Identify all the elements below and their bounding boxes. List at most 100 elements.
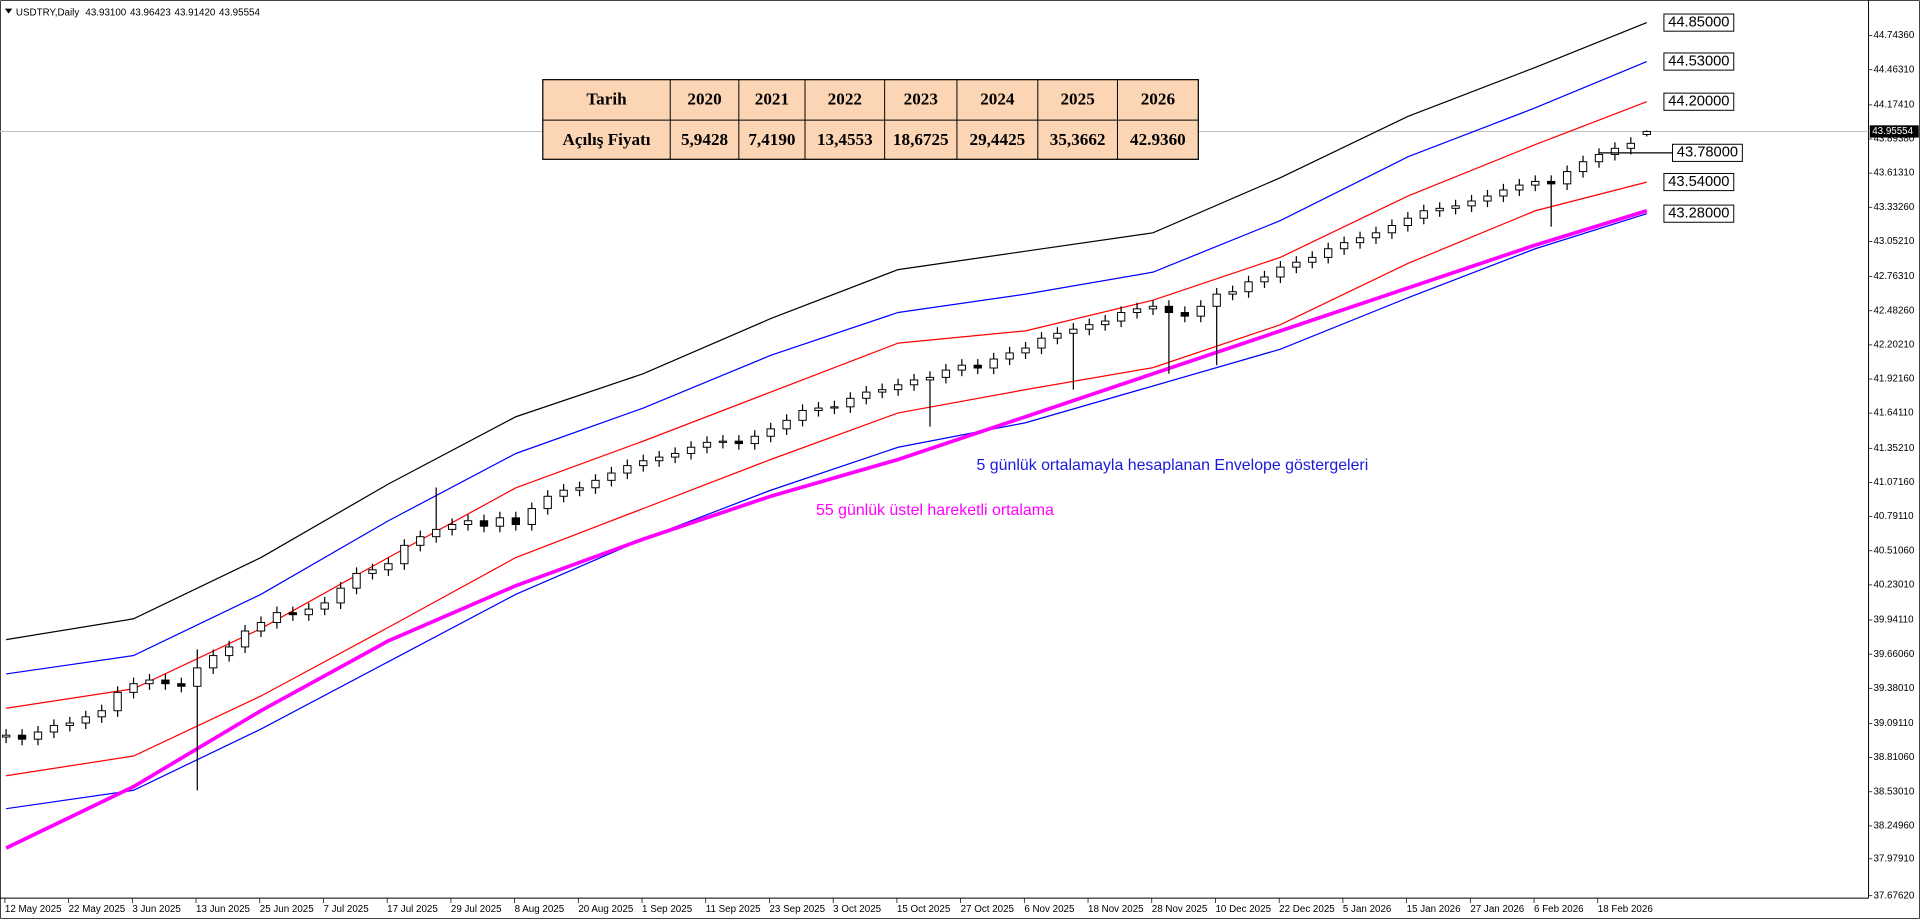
y-tick-label: 40.79110 (1873, 511, 1914, 522)
candle-body (1610, 147, 1620, 155)
candle-body (495, 517, 505, 527)
candle-body (941, 369, 951, 378)
x-tick-label: 18 Nov 2025 (1088, 904, 1144, 915)
table-cell: 7,4190 (748, 130, 795, 149)
table-cell: 13,4553 (817, 130, 873, 149)
candle-body (1594, 153, 1604, 163)
indicator-line (6, 181, 1647, 777)
candle-body (65, 722, 75, 726)
line-end-box (1663, 172, 1735, 192)
x-tick-label: 13 Jun 2025 (196, 904, 250, 915)
candle-body (1260, 276, 1269, 283)
x-tick-label: 29 Jul 2025 (451, 904, 502, 915)
candle-body (1308, 256, 1317, 263)
candle-body (702, 441, 712, 448)
indicator-line (6, 21, 1647, 641)
candle-body (81, 716, 90, 724)
ohlc-value: 43.95554 (219, 7, 260, 18)
candle-body (1292, 261, 1301, 268)
line-end-box (1663, 204, 1735, 223)
last-price-box (1869, 125, 1919, 138)
table-cell: 18,6725 (893, 130, 949, 149)
candle-body (734, 440, 744, 445)
y-tick-label: 39.38010 (1873, 683, 1914, 694)
x-tick-label: 22 May 2025 (69, 904, 126, 915)
candle-body (1212, 293, 1221, 307)
candle-body (416, 536, 425, 546)
line-end-box (1663, 52, 1735, 71)
indicator-line (6, 213, 1647, 810)
candle-body (1021, 347, 1030, 354)
candle-body (209, 655, 218, 669)
table-header: 2021 (755, 89, 789, 108)
y-tick-label: 38.81060 (1873, 752, 1914, 763)
level-box (1672, 143, 1743, 162)
annotation: 55 günlük üstel hareketli ortalama (816, 502, 1054, 519)
candle-body (384, 563, 393, 571)
y-tick-label: 41.07160 (1873, 477, 1914, 488)
candle-body (129, 683, 138, 693)
x-tick-label: 22 Dec 2025 (1279, 904, 1335, 915)
x-tick-label: 5 Jan 2026 (1343, 904, 1392, 915)
candle-body (766, 428, 775, 437)
candle-body (161, 679, 170, 685)
y-tick-label: 44.46310 (1873, 64, 1914, 75)
indicator-line (6, 101, 1647, 709)
candle-body (1005, 352, 1014, 360)
candle-body (1642, 130, 1651, 135)
candle-body (320, 602, 329, 610)
candle-body (113, 691, 122, 712)
candle-body (1116, 312, 1126, 322)
candle-body (447, 524, 457, 530)
x-tick-label: 28 Nov 2025 (1152, 904, 1208, 915)
y-tick-label: 42.48260 (1873, 305, 1914, 316)
candle-body (686, 446, 696, 454)
candle-body (1164, 305, 1174, 313)
level-label: 43.78000 (1677, 145, 1738, 161)
candle-body (718, 440, 728, 443)
candle-body (463, 520, 473, 526)
x-tick-label: 3 Oct 2025 (833, 904, 881, 915)
candle-body (1228, 291, 1237, 295)
candle-body (1324, 248, 1333, 258)
candle-body (272, 612, 282, 623)
table-header: 2023 (904, 89, 938, 108)
candle-body (1132, 308, 1142, 313)
y-tick-label: 40.23010 (1873, 579, 1914, 590)
candle-body (97, 710, 106, 718)
x-tick-label: 7 Jul 2025 (323, 904, 369, 915)
y-tick-label: 41.64110 (1873, 408, 1914, 419)
table-cell: Açılış Fiyatı (562, 130, 650, 149)
line-end-label: 44.85000 (1668, 14, 1729, 30)
table-header: 2025 (1060, 89, 1094, 108)
y-tick-label: 43.05210 (1873, 236, 1914, 247)
candle-body (1531, 180, 1540, 186)
candle-body (527, 508, 536, 526)
candle-body (145, 679, 154, 685)
candle-body (655, 456, 664, 462)
x-tick-label: 6 Feb 2026 (1534, 904, 1584, 915)
table-header: 2022 (828, 89, 862, 108)
candle-body (607, 472, 616, 481)
candle-body (830, 406, 839, 409)
x-tick-label: 18 Feb 2026 (1598, 904, 1654, 915)
y-tick-label: 42.20210 (1873, 339, 1914, 350)
line-end-label: 44.20000 (1668, 94, 1729, 110)
x-tick-label: 27 Oct 2025 (961, 904, 1015, 915)
table-header: Tarih (586, 89, 627, 108)
table-header: 2026 (1141, 89, 1176, 108)
ohlc-value: 43.91420 (175, 7, 216, 18)
candle-body (1451, 205, 1460, 209)
candle-body (224, 646, 234, 657)
candle-body (1244, 281, 1253, 293)
candle-body (1387, 224, 1397, 234)
candle-body (893, 384, 903, 391)
indicator-line (6, 60, 1647, 675)
table-header: 2020 (687, 89, 721, 108)
candle-body (352, 572, 361, 589)
candle-body (1101, 320, 1110, 326)
candle-body (1626, 142, 1636, 149)
candle-body (973, 364, 982, 369)
symbol: USDTRY,Daily (16, 7, 79, 18)
candle-body (432, 528, 441, 538)
